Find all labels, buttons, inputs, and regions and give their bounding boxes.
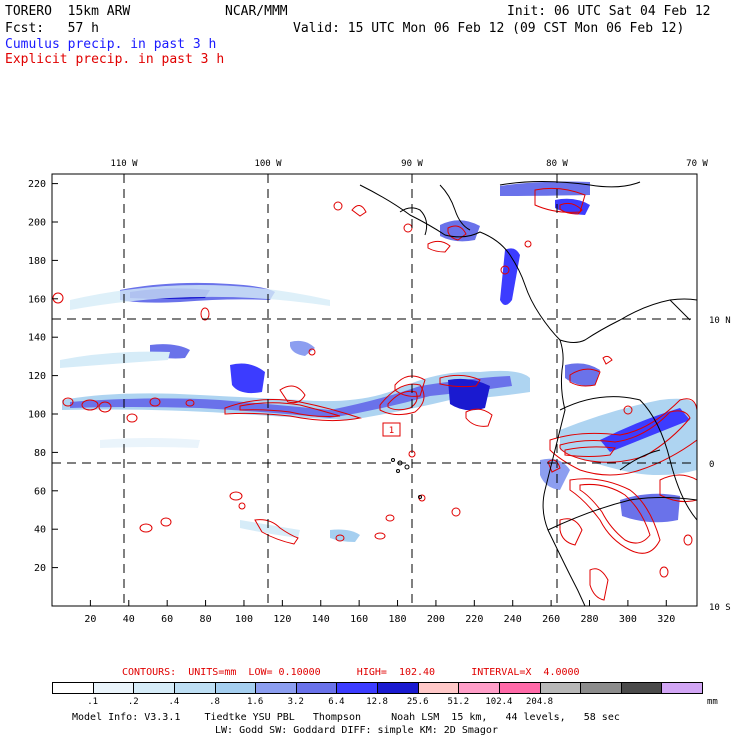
right-latitude-labels: 10 N 0 10 S	[709, 316, 731, 613]
bottom-tick-label: 40	[123, 614, 135, 625]
colorbar-label: .4	[168, 697, 180, 707]
bottom-tick-label: 280	[580, 614, 598, 625]
top-lon-label: 80 W	[546, 159, 568, 169]
top-lon-label: 90 W	[401, 159, 423, 169]
left-tick-label: 100	[28, 410, 46, 421]
left-tick-label: 120	[28, 371, 46, 382]
bottom-tick-label: 140	[312, 614, 330, 625]
cumulus-legend: Cumulus precip. in past 3 h	[5, 37, 217, 52]
bottom-tick-label: 200	[427, 614, 445, 625]
explicit-precip-contours	[52, 187, 697, 601]
colorbar-label: 204.8	[526, 697, 554, 707]
bottom-tick-label: 100	[235, 614, 253, 625]
coastlines	[359, 181, 697, 606]
graticule	[52, 174, 697, 606]
bottom-tick-label: 160	[350, 614, 368, 625]
left-tick-label: 60	[34, 486, 46, 497]
left-tick-label: 200	[28, 218, 46, 229]
colorbar-swatch	[52, 682, 94, 694]
bottom-tick-label: 300	[619, 614, 637, 625]
bottom-tick-label: 220	[465, 614, 483, 625]
colorbar-swatch	[295, 682, 338, 694]
bottom-tick-label: 320	[657, 614, 675, 625]
colorbar-label: 25.6	[406, 697, 429, 707]
right-lat-label: 10 N	[709, 316, 731, 326]
bottom-tick-label: 240	[504, 614, 522, 625]
left-tick-label: 80	[34, 448, 46, 459]
colorbar-swatch	[377, 682, 419, 694]
colorbar-label: 3.2	[287, 697, 304, 707]
colorbar-swatch	[498, 682, 541, 694]
model-title: TORERO 15km ARW	[5, 4, 131, 19]
station-label: 1	[389, 426, 394, 436]
colorbar-swatch	[173, 682, 216, 694]
left-tick-label: 20	[34, 563, 46, 574]
colorbar-label: .2	[127, 697, 139, 707]
org-label: NCAR/MMM	[225, 4, 288, 19]
bottom-tick-label: 120	[273, 614, 291, 625]
colorbar-label: 12.8	[366, 697, 388, 707]
init-time: Init: 06 UTC Sat 04 Feb 12	[507, 4, 711, 19]
colorbar-swatch	[92, 682, 135, 694]
top-lon-label: 100 W	[254, 159, 282, 169]
colorbar-swatch	[661, 682, 703, 694]
left-tick-label: 160	[28, 294, 46, 305]
colorbar-label: 6.4	[328, 697, 345, 707]
contours-info: CONTOURS: UNITS=mm LOW= 0.10000 HIGH= 10…	[122, 667, 580, 678]
colorbar-swatch	[458, 682, 500, 694]
colorbar-label: 102.4	[485, 697, 513, 707]
top-longitude-labels: 110 W 100 W 90 W 80 W 70 W	[110, 159, 708, 169]
bottom-tick-label: 180	[389, 614, 407, 625]
colorbar-swatch	[336, 682, 378, 694]
colorbar-label: .1	[87, 697, 99, 707]
right-lat-label: 0	[709, 460, 714, 470]
left-tick-label: 220	[28, 179, 46, 190]
physics-info: LW: Godd SW: Goddard DIFF: simple KM: 2D…	[215, 725, 498, 736]
explicit-legend: Explicit precip. in past 3 h	[5, 52, 225, 67]
top-lon-label: 70 W	[686, 159, 708, 169]
colorbar-label: 51.2	[447, 697, 470, 707]
colorbar-swatch	[417, 682, 460, 694]
colorbar-label: .8	[209, 697, 220, 707]
left-tick-label: 180	[28, 256, 46, 267]
colorbar-unit: mm	[707, 697, 718, 707]
colorbar-swatch	[580, 682, 622, 694]
bottom-tick-label: 20	[84, 614, 96, 625]
top-lon-label: 110 W	[110, 159, 138, 169]
colorbar-swatch	[620, 682, 663, 694]
forecast-hour: Fcst: 57 h	[5, 21, 99, 36]
colorbar-swatch	[539, 682, 582, 694]
bottom-tick-label: 80	[200, 614, 212, 625]
colorbar-swatch	[255, 682, 297, 694]
bottom-tick-label: 260	[542, 614, 560, 625]
left-tick-label: 140	[28, 333, 46, 344]
left-tick-label: 40	[34, 525, 46, 536]
colorbar-label: 1.6	[247, 697, 264, 707]
left-axis: 220 200 180 160 140 120 100 80 60 40 20	[28, 179, 58, 574]
bottom-axis: 20 40 60 80 100 120 140 160 180 200 220 240 260 280 30…	[84, 600, 675, 625]
model-info: Model Info: V3.3.1 Tiedtke YSU PBL Thomp…	[72, 712, 620, 723]
right-lat-label: 10 S	[709, 603, 731, 613]
valid-time: Valid: 15 UTC Mon 06 Feb 12 (09 CST Mon …	[293, 21, 685, 36]
station-marker	[382, 422, 401, 437]
colorbar-swatch	[214, 682, 257, 694]
colorbar-swatch	[133, 682, 175, 694]
plot-frame	[51, 173, 698, 607]
bottom-tick-label: 60	[161, 614, 173, 625]
